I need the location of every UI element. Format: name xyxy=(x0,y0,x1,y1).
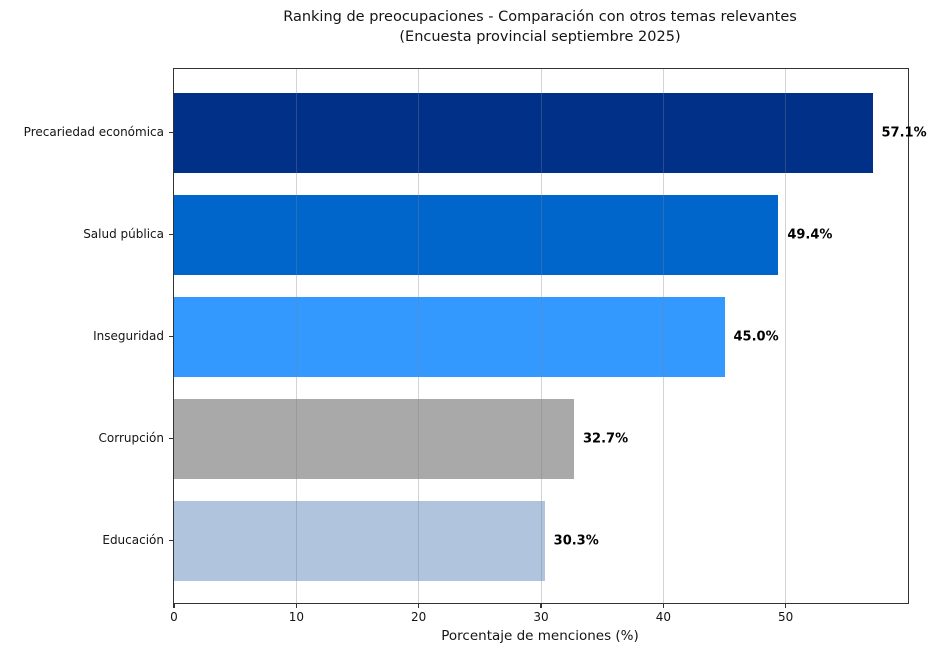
y-tick-mark xyxy=(168,539,173,542)
y-tick-mark xyxy=(168,437,173,440)
category-label-inseguridad: Inseguridad xyxy=(93,328,164,343)
x-tick-mark xyxy=(173,603,175,608)
x-tick-label-0: 0 xyxy=(170,610,178,624)
x-tick-label-20: 20 xyxy=(411,610,427,624)
x-gridline-10 xyxy=(295,69,297,603)
bar-value-label-corrupcion: 32.7% xyxy=(583,431,629,446)
x-tick-label-50: 50 xyxy=(778,610,794,624)
bar-value-label-inseguridad: 45.0% xyxy=(733,329,779,344)
category-label-precariedad-economica: Precariedad económica xyxy=(23,124,164,139)
x-tick-label-10: 10 xyxy=(288,610,304,624)
plot-area: 57.1% 49.4% 45.0% 32.7% 30.3% 0 10 20 30 40 50 xyxy=(168,68,927,624)
x-tick-mark xyxy=(785,603,787,608)
bar-educacion xyxy=(174,500,545,581)
bar-corrupcion xyxy=(174,398,575,479)
bar-value-label-educacion: 30.3% xyxy=(553,533,599,548)
x-axis-label: Porcentaje de menciones (%) xyxy=(441,628,639,644)
chart-title: Ranking de preocupaciones - Comparación … xyxy=(283,9,797,25)
bar-value-label-salud-publica: 49.4% xyxy=(787,227,833,242)
x-tick-label-30: 30 xyxy=(533,610,549,624)
category-label-salud-publica: Salud pública xyxy=(83,226,164,241)
bar-precariedad-economica xyxy=(174,92,873,173)
x-tick-mark xyxy=(418,603,420,608)
x-gridline-30 xyxy=(540,69,542,603)
bar-value-label-precariedad-economica: 57.1% xyxy=(881,125,927,140)
y-axis-category-labels: Precariedad económica Salud pública Insegu… xyxy=(0,68,164,602)
x-tick-mark xyxy=(540,603,542,608)
bar-salud-publica xyxy=(174,194,779,275)
category-label-corrupcion: Corrupción xyxy=(98,430,164,445)
x-gridline-50 xyxy=(785,69,787,603)
x-gridline-20 xyxy=(418,69,420,603)
category-label-educacion: Educación xyxy=(102,532,164,547)
x-tick-label-40: 40 xyxy=(655,610,671,624)
x-tick-mark xyxy=(295,603,297,608)
y-tick-mark xyxy=(168,233,173,236)
x-gridline-40 xyxy=(662,69,664,603)
bar-inseguridad xyxy=(174,296,725,377)
x-tick-mark xyxy=(662,603,664,608)
y-tick-mark xyxy=(168,335,173,338)
y-tick-mark xyxy=(168,131,173,134)
chart-subtitle: (Encuesta provincial septiembre 2025) xyxy=(399,29,681,45)
